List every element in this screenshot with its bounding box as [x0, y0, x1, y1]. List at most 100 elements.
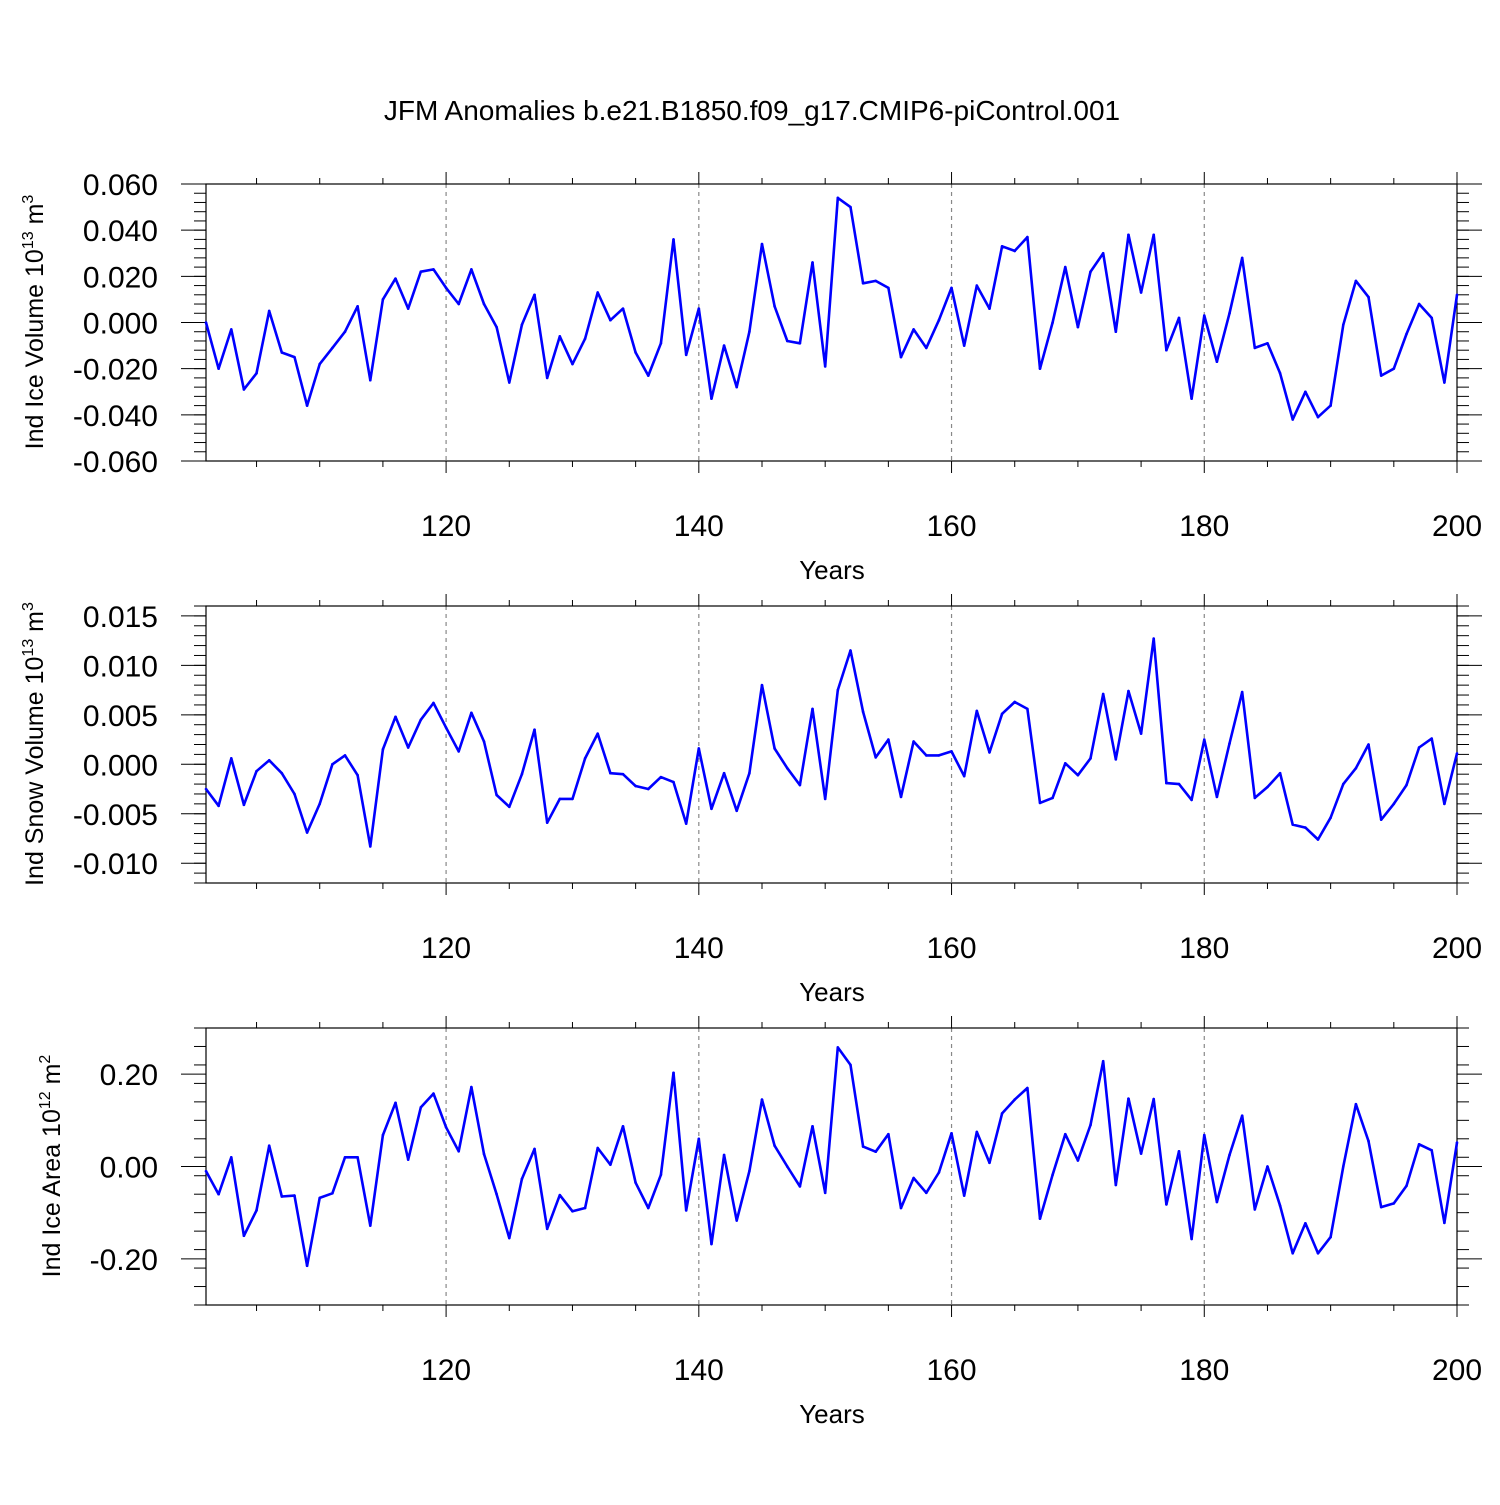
y-axis-title-part: 2	[37, 1055, 54, 1064]
data-point	[596, 1146, 600, 1150]
series-line	[204, 1046, 1459, 1268]
data-point	[1228, 742, 1231, 745]
data-point	[1076, 1159, 1080, 1162]
data-point	[470, 268, 473, 271]
data-point	[331, 346, 334, 350]
data-point	[482, 740, 486, 743]
data-point	[1443, 381, 1446, 384]
data-point	[1341, 1165, 1345, 1168]
data-point	[672, 238, 675, 241]
data-point	[962, 1194, 966, 1197]
y-axis-title-part: m	[21, 611, 49, 639]
data-point	[1278, 771, 1282, 775]
data-point	[583, 1206, 587, 1210]
x-tick-label: 160	[927, 510, 977, 543]
data-point	[229, 1155, 233, 1159]
data-point	[1165, 1203, 1168, 1206]
data-point	[1076, 325, 1080, 329]
data-point	[1266, 341, 1269, 345]
data-point	[1417, 746, 1421, 749]
data-point	[861, 281, 865, 285]
data-point	[937, 318, 941, 322]
data-point	[1089, 757, 1092, 760]
data-point	[1202, 738, 1206, 741]
data-point	[368, 845, 372, 848]
data-point	[356, 305, 359, 308]
data-point	[255, 371, 258, 375]
data-point	[1013, 700, 1017, 704]
data-point	[1089, 1123, 1092, 1127]
data-point	[545, 376, 549, 380]
data-point	[1076, 773, 1080, 777]
data-point	[1304, 390, 1307, 394]
data-point	[305, 831, 309, 834]
data-point	[748, 771, 751, 775]
data-point	[1038, 1217, 1042, 1220]
data-point	[760, 683, 764, 687]
data-point	[1291, 823, 1295, 826]
data-point	[684, 1209, 688, 1212]
y-tick-label: 0.060	[83, 169, 158, 202]
data-point	[1455, 293, 1459, 297]
data-point	[1240, 1114, 1244, 1118]
y-tick-label: -0.010	[73, 848, 158, 881]
data-point	[823, 365, 827, 368]
data-point	[735, 809, 739, 813]
data-point	[343, 754, 347, 757]
data-point	[899, 355, 903, 359]
data-point	[1354, 279, 1358, 283]
data-point	[419, 718, 423, 722]
data-point	[1329, 816, 1332, 820]
x-tick-label: 180	[1179, 1354, 1229, 1387]
data-point	[1367, 743, 1370, 746]
data-point	[571, 797, 574, 801]
data-point	[874, 279, 878, 283]
data-point	[785, 766, 789, 770]
data-point	[912, 328, 915, 331]
data-point	[634, 784, 637, 788]
data-point	[280, 771, 284, 775]
data-point	[1114, 1183, 1118, 1187]
data-point	[874, 1150, 878, 1154]
data-point	[950, 1131, 953, 1135]
data-point	[1000, 1112, 1004, 1115]
data-point	[1215, 1200, 1219, 1204]
x-tick-label: 180	[1179, 510, 1229, 543]
data-point	[710, 1242, 713, 1246]
data-point	[937, 1171, 941, 1174]
data-point	[331, 1191, 334, 1195]
data-point	[1000, 245, 1004, 248]
data-point	[1443, 1221, 1446, 1225]
data-point	[229, 757, 233, 760]
data-point	[1291, 418, 1295, 421]
data-point	[343, 330, 347, 334]
data-point	[1026, 707, 1029, 711]
data-point	[1038, 367, 1042, 370]
data-point	[962, 344, 966, 347]
y-tick-label: 0.015	[83, 601, 158, 634]
data-point	[811, 261, 814, 264]
data-point	[1152, 233, 1156, 237]
y-axis-title-part: 13	[20, 639, 37, 657]
data-point	[1316, 415, 1320, 419]
data-point	[861, 710, 865, 714]
data-point	[533, 293, 536, 297]
data-point	[1329, 1235, 1332, 1239]
data-point	[571, 1209, 574, 1213]
data-point	[722, 771, 726, 775]
data-point	[267, 1144, 271, 1148]
data-point	[609, 318, 612, 322]
y-tick-label: 0.000	[83, 308, 158, 341]
data-point	[1354, 766, 1358, 770]
data-point	[255, 1209, 258, 1212]
data-point	[482, 1152, 486, 1156]
data-point	[988, 307, 991, 310]
data-point	[861, 1145, 865, 1148]
y-axis-title-part: m	[38, 1064, 66, 1092]
data-point	[596, 732, 600, 735]
data-point	[583, 337, 587, 340]
x-tick-label: 140	[674, 510, 724, 543]
data-point	[988, 1161, 991, 1165]
data-point	[899, 1206, 903, 1210]
